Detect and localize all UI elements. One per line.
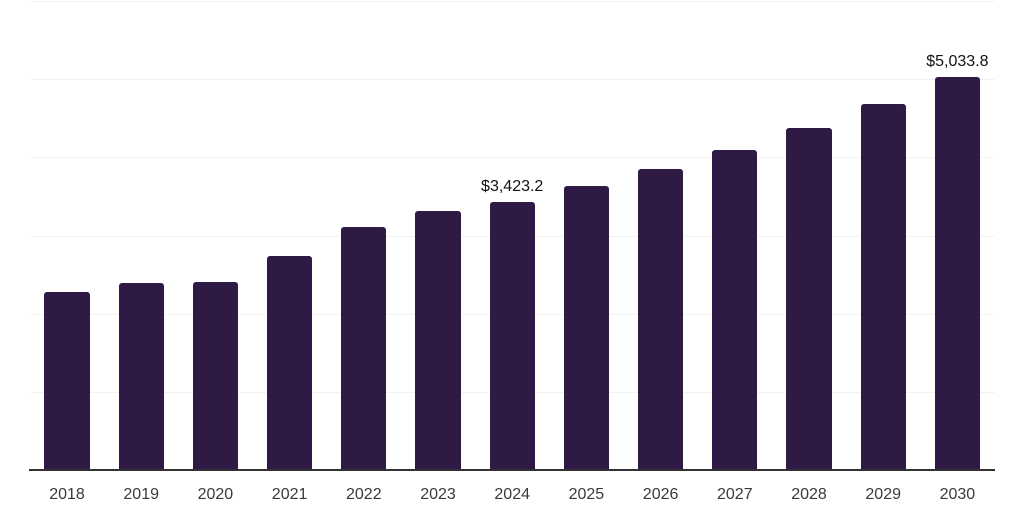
bar-2028 [786, 127, 832, 470]
x-tick-label-2018: 2018 [49, 486, 85, 503]
value-label-2030: $5,033.8 [926, 52, 989, 70]
bar-2021 [267, 255, 313, 470]
bar-2024 [489, 202, 535, 470]
bar-2026 [638, 169, 684, 470]
x-tick-label-2020: 2020 [197, 486, 234, 503]
x-tick-label-2030: 2030 [939, 486, 976, 503]
x-axis-line [29, 469, 995, 471]
bar-2030 [934, 76, 980, 470]
x-tick-label-2019: 2019 [123, 486, 159, 503]
gridline-6000 [30, 1, 995, 2]
bar-2019 [118, 283, 164, 470]
gridline-5000 [30, 79, 995, 81]
x-tick-label-2029: 2029 [865, 486, 901, 503]
x-tick-label-2022: 2022 [346, 486, 382, 503]
x-tick-label-2025: 2025 [568, 486, 605, 503]
bar-2018 [44, 291, 90, 470]
x-tick-label-2027: 2027 [717, 486, 753, 503]
x-tick-label-2026: 2026 [642, 486, 679, 503]
bar-2025 [563, 186, 609, 470]
x-tick-label-2024: 2024 [494, 486, 530, 503]
bar-2029 [860, 104, 906, 470]
bar-2022 [341, 226, 387, 470]
x-tick-label-2023: 2023 [420, 486, 456, 503]
bar-2020 [192, 281, 238, 470]
x-tick-label-2028: 2028 [791, 486, 827, 503]
value-label-2024: $3,423.2 [481, 178, 544, 196]
bar-2027 [712, 149, 758, 470]
gridline-4000 [30, 157, 995, 159]
bar-2023 [415, 211, 461, 470]
x-tick-label-2021: 2021 [271, 486, 308, 503]
